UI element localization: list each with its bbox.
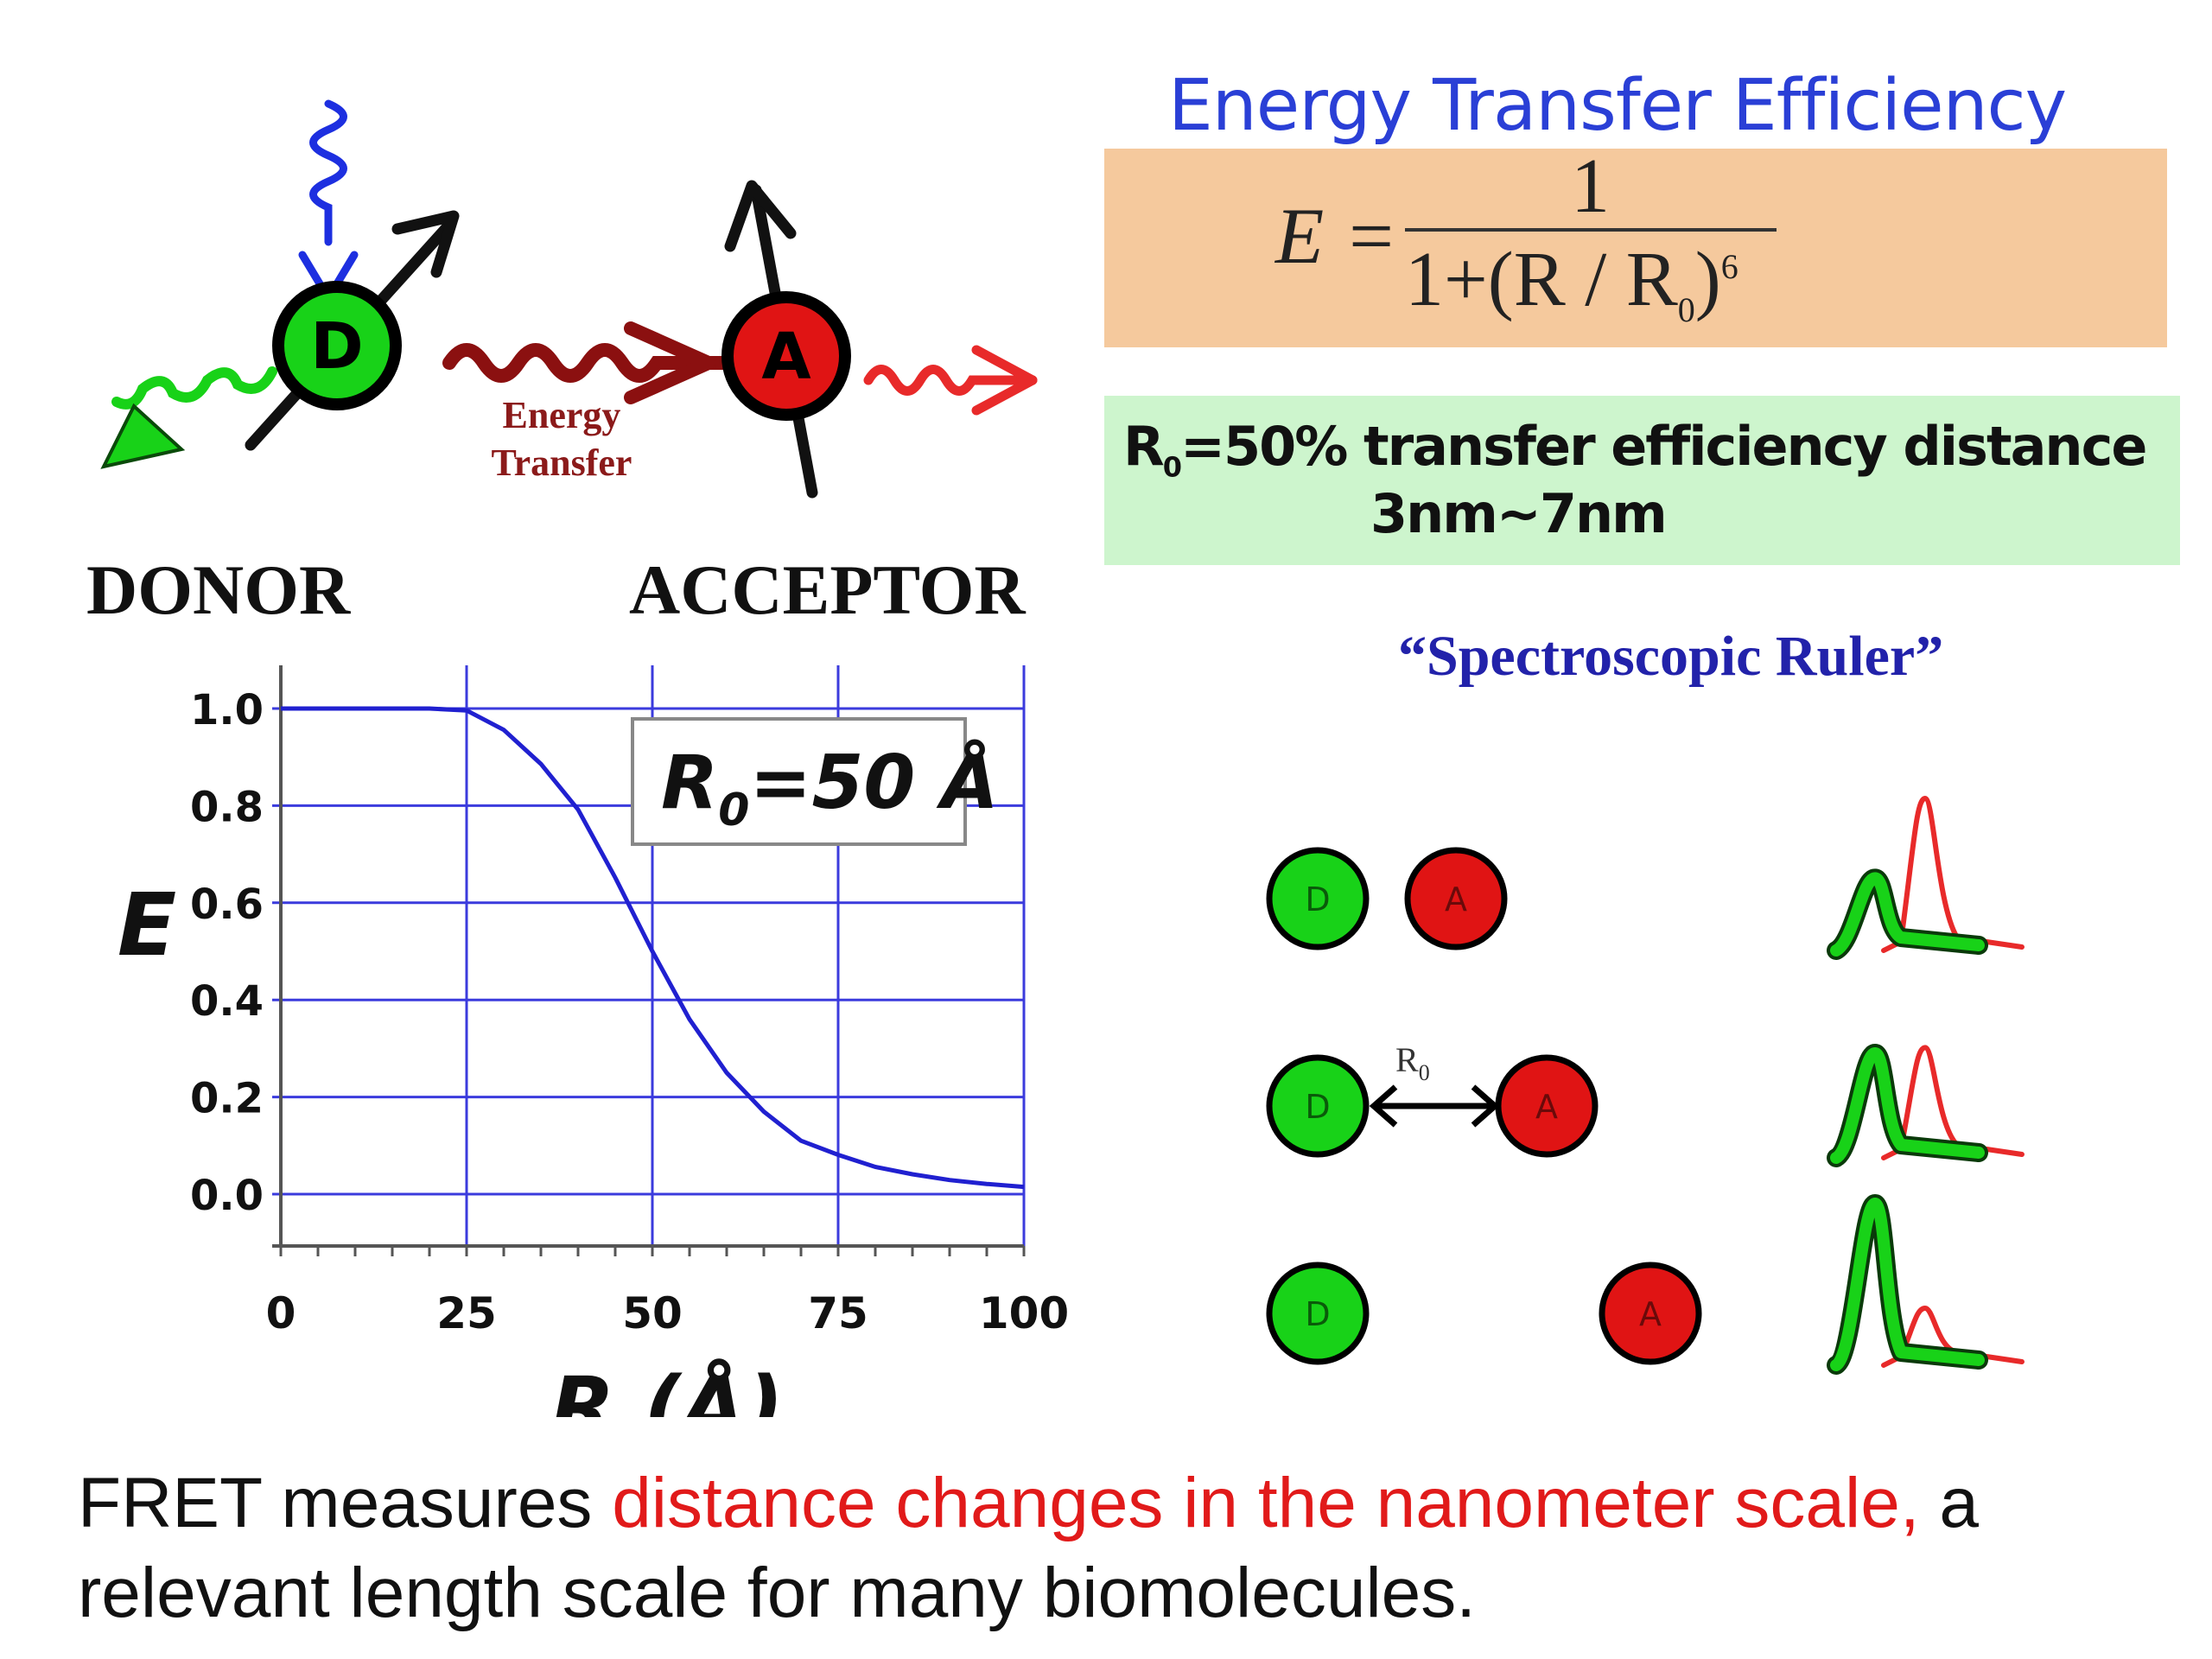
ruler-acceptor-circle bbox=[1599, 1262, 1702, 1365]
ruler-donor-circle bbox=[1266, 1262, 1370, 1365]
r0-annotation: R0=50 Å bbox=[631, 717, 999, 846]
acceptor-label: ACCEPTOR bbox=[629, 550, 1026, 629]
caption-line2: relevant length scale for many biomolecu… bbox=[78, 1554, 1477, 1632]
y-axis-title: E bbox=[118, 874, 176, 976]
spectroscopic-ruler-title: “Spectroscopic Ruler” bbox=[1398, 625, 1944, 688]
x-tick-label: 0 bbox=[266, 1288, 296, 1338]
ruler-acceptor-letter: A bbox=[1535, 1088, 1558, 1126]
y-tick-label: 0.6 bbox=[190, 880, 264, 929]
donor-label: DONOR bbox=[86, 550, 351, 629]
formula-denominator-sub: 0 bbox=[1677, 290, 1695, 329]
r0-definition-text: =50% transfer efficiency distance bbox=[1180, 415, 2147, 478]
r0-double-arrow-icon bbox=[1369, 1084, 1500, 1128]
donor-emission-peak bbox=[1830, 1047, 1985, 1164]
x-tick-label: 50 bbox=[622, 1288, 683, 1338]
donor-emission-peak bbox=[1830, 1198, 1985, 1371]
acceptor-letter: A bbox=[761, 320, 810, 394]
donor-emission-peak bbox=[1830, 872, 1985, 957]
formula-denominator: 1+(R / R0)6 bbox=[1405, 235, 1738, 330]
formula-exponent: 6 bbox=[1720, 247, 1738, 286]
x-tick-label: 100 bbox=[979, 1288, 1069, 1338]
r0-definition-box: R0=50% transfer efficiency distance 3nm~… bbox=[1104, 396, 2180, 565]
r0-definition-line1: R0=50% transfer efficiency distance bbox=[1123, 415, 2147, 484]
emission-spectrum bbox=[1827, 795, 2024, 960]
acceptor-emission-peak bbox=[1881, 795, 2024, 953]
caption: FRET measures distance changes in the na… bbox=[78, 1459, 2177, 1638]
acceptor-emission-peak bbox=[1881, 1045, 2024, 1160]
r0-distance-label: R0 bbox=[1395, 1040, 1430, 1085]
emission-spectrum bbox=[1827, 1194, 2024, 1375]
y-tick-label: 0.8 bbox=[190, 783, 264, 831]
y-tick-label: 0.4 bbox=[190, 977, 264, 1026]
donor-letter: D bbox=[310, 309, 363, 384]
formula-numerator: 1 bbox=[1571, 143, 1610, 229]
formula-lhs: E = bbox=[1275, 192, 1398, 280]
ruler-acceptor-letter: A bbox=[1639, 1295, 1662, 1333]
y-tick-label: 0.2 bbox=[190, 1075, 264, 1123]
emission-spectrum bbox=[1827, 1044, 2024, 1167]
ruler-donor-letter: D bbox=[1305, 1088, 1330, 1126]
r0-annotation-box bbox=[631, 717, 967, 846]
efficiency-chart: 0 25 50 75 100 1.0 0.8 0.6 0.4 0.2 0.0 R0=50 Å E R (Å… bbox=[118, 665, 1071, 1417]
formula-denominator-text: 1+(R / R bbox=[1405, 237, 1678, 322]
y-tick-label: 0.0 bbox=[190, 1172, 264, 1220]
donor-circle: D bbox=[272, 281, 402, 410]
ruler-row: D A R0 bbox=[1266, 1040, 2024, 1167]
efficiency-curve bbox=[281, 706, 1025, 1190]
formula-box: E = 1 1+(R / R0)6 bbox=[1104, 143, 2167, 347]
acceptor-emission-peak bbox=[1881, 1305, 2024, 1368]
fret-schematic: D Energy Transfer A bbox=[100, 99, 1038, 499]
donor-emission-arrow-icon bbox=[100, 366, 277, 469]
acceptor-circle: A bbox=[721, 291, 851, 421]
ruler-donor-circle bbox=[1266, 1054, 1370, 1158]
transfer-label: Transfer bbox=[492, 442, 632, 484]
formula-fraction-bar bbox=[1405, 228, 1777, 232]
caption-part3: a bbox=[1919, 1464, 1979, 1542]
energy-label: Energy bbox=[503, 394, 621, 436]
ruler-donor-letter: D bbox=[1305, 880, 1330, 918]
ruler-acceptor-circle bbox=[1404, 847, 1508, 950]
ruler-donor-circle bbox=[1266, 847, 1370, 950]
acceptor-emission-arrow-icon bbox=[863, 345, 1038, 416]
x-axis-title: R (Å) bbox=[551, 1358, 784, 1417]
r0-range: 3nm~7nm bbox=[1370, 482, 1668, 545]
efficiency-title: Energy Transfer Efficiency bbox=[1168, 65, 2067, 147]
excitation-arrow-icon bbox=[298, 99, 359, 306]
r0-subscript: 0 bbox=[1162, 450, 1182, 484]
spectroscopic-ruler-diagram: ƒDADAR0DA bbox=[1266, 795, 2024, 1375]
caption-highlight: distance changes in the nanometer scale, bbox=[612, 1464, 1920, 1542]
y-tick-label: 1.0 bbox=[190, 686, 264, 734]
r0-annotation-text: R0=50 Å bbox=[661, 740, 999, 836]
r0-symbol: R bbox=[1123, 415, 1165, 478]
formula-denominator-close: ) bbox=[1694, 237, 1721, 322]
ruler-donor-letter: D bbox=[1305, 1295, 1330, 1333]
x-tick-label: 25 bbox=[436, 1288, 497, 1338]
energy-transfer-arrow-icon bbox=[442, 321, 750, 404]
x-tick-label: 75 bbox=[808, 1288, 868, 1338]
caption-part1: FRET measures bbox=[78, 1464, 613, 1542]
ruler-acceptor-letter: A bbox=[1445, 880, 1467, 918]
